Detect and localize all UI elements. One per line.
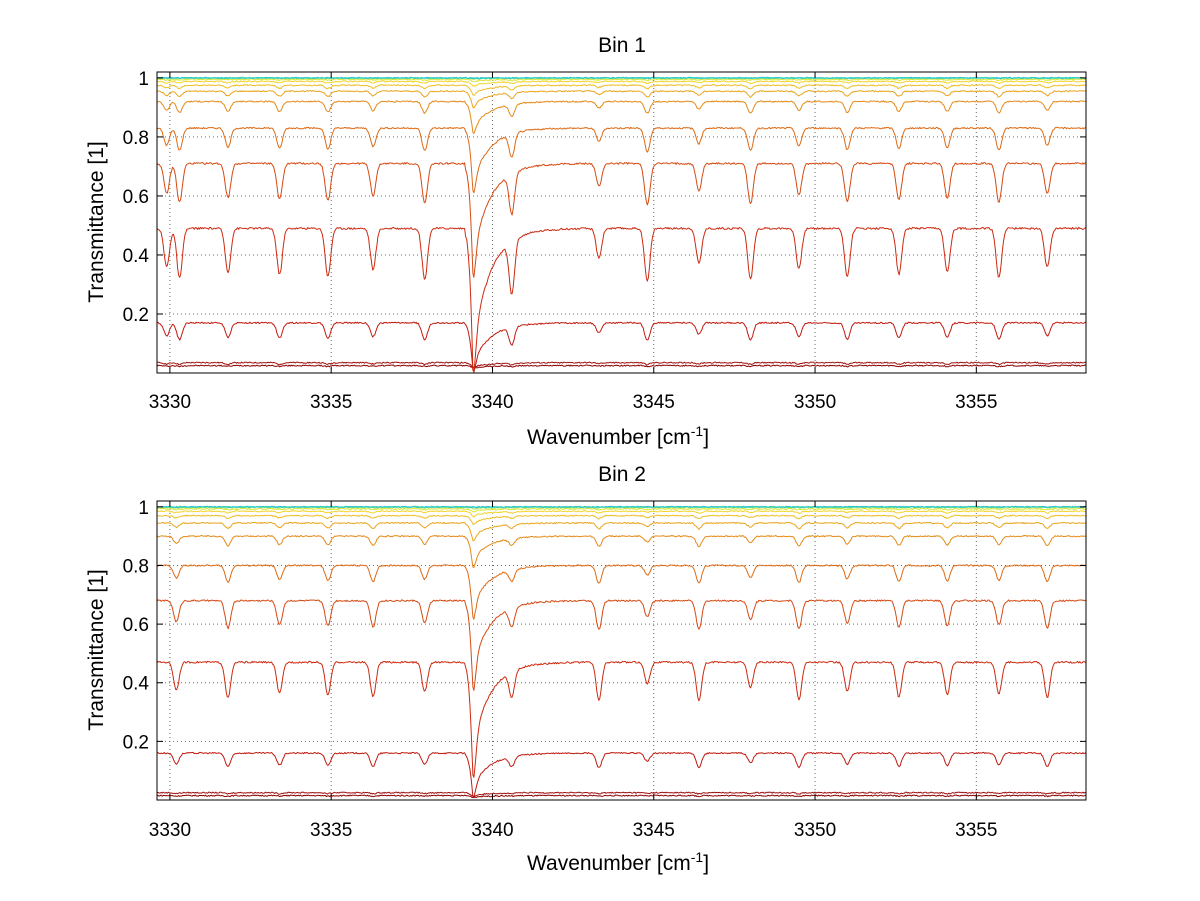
series-group bbox=[156, 76, 1087, 373]
y-tick-label: 0.8 bbox=[123, 128, 149, 149]
series-line bbox=[156, 226, 1087, 373]
x-tick-label: 3330 bbox=[149, 392, 191, 413]
grid-lines bbox=[157, 72, 1086, 373]
series-group bbox=[156, 505, 1087, 799]
series-line bbox=[156, 361, 1087, 368]
series-line bbox=[156, 126, 1087, 194]
series-line bbox=[156, 321, 1087, 373]
series-line bbox=[156, 794, 1087, 799]
chart-title: Bin 2 bbox=[598, 463, 646, 486]
series-line bbox=[156, 599, 1087, 691]
x-tick-label: 3340 bbox=[471, 392, 513, 413]
plot-area-frame bbox=[156, 71, 1087, 374]
series-line bbox=[156, 514, 1087, 525]
series-line bbox=[156, 751, 1087, 798]
chart-panel-bin-1: Bin 1 3330 3335 3340 3345 3350 3355 0.2 0.4 0.6 0… bbox=[85, 34, 1087, 449]
x-tick-label: 3350 bbox=[794, 820, 836, 841]
series-line bbox=[156, 660, 1086, 778]
x-tick-label: 3355 bbox=[955, 820, 997, 841]
series-line bbox=[157, 510, 1087, 518]
grid-lines bbox=[157, 501, 1086, 800]
x-tick-label: 3335 bbox=[310, 820, 352, 841]
series-line bbox=[156, 100, 1087, 134]
tick-labels: 3330 3335 3340 3345 3350 3355 0.2 0.4 0.6 0.8 1 bbox=[123, 498, 1086, 841]
chart-title: Bin 1 bbox=[598, 34, 646, 57]
plot-area-frame bbox=[156, 500, 1087, 801]
y-tick-label: 0.8 bbox=[123, 556, 149, 577]
y-tick-label: 0.6 bbox=[123, 187, 149, 208]
x-tick-label: 3345 bbox=[633, 820, 675, 841]
x-tick-label: 3335 bbox=[310, 392, 352, 413]
y-tick-label: 0.4 bbox=[123, 674, 150, 695]
series-line bbox=[156, 521, 1087, 542]
chart-panel-bin-2: Bin 2 3330 3335 3340 3345 3350 3355 0.2 0.4 0.6 0… bbox=[85, 463, 1087, 875]
x-tick-label: 3330 bbox=[149, 820, 191, 841]
y-tick-label: 0.6 bbox=[123, 615, 149, 636]
series-line bbox=[156, 162, 1087, 278]
x-tick-label: 3350 bbox=[794, 392, 836, 413]
x-tick-label: 3345 bbox=[633, 392, 675, 413]
y-tick-label: 0.2 bbox=[123, 732, 149, 753]
y-tick-label: 0.2 bbox=[123, 305, 149, 326]
series-line bbox=[156, 535, 1087, 568]
y-axis-label: Transmittance [1] bbox=[85, 141, 108, 302]
y-tick-label: 1 bbox=[138, 498, 149, 519]
series-line bbox=[156, 76, 1087, 80]
y-axis-label: Transmittance [1] bbox=[85, 569, 108, 730]
x-tick-label: 3340 bbox=[471, 820, 513, 841]
series-line bbox=[156, 84, 1087, 96]
x-axis-label: Wavenumber [cm-1] bbox=[527, 423, 709, 449]
series-line bbox=[156, 364, 1087, 369]
x-axis-label: Wavenumber [cm-1] bbox=[527, 849, 709, 875]
y-tick-label: 0.4 bbox=[123, 246, 150, 267]
series-line bbox=[156, 80, 1087, 87]
series-line bbox=[156, 564, 1087, 620]
series-line bbox=[156, 791, 1087, 797]
series-line bbox=[156, 507, 1087, 513]
y-tick-label: 1 bbox=[138, 69, 149, 90]
x-tick-label: 3355 bbox=[955, 392, 997, 413]
series-line bbox=[156, 90, 1087, 109]
series-line bbox=[156, 505, 1087, 508]
tick-labels: 3330 3335 3340 3345 3350 3355 0.2 0.4 0.6 0.8 1 bbox=[123, 69, 1086, 413]
